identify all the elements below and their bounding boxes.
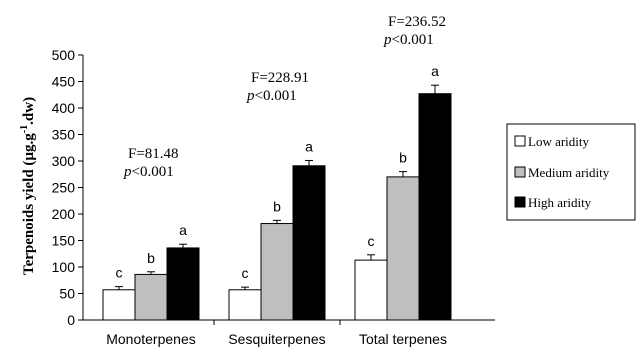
bar bbox=[418, 93, 452, 321]
significance-letter: a bbox=[305, 138, 313, 154]
x-axis: Monoterpenes Sesquiterpenes Total terpenes bbox=[83, 319, 495, 347]
bar bbox=[354, 259, 388, 321]
significance-letter: c bbox=[116, 265, 123, 281]
x-category-label: Monoterpenes bbox=[106, 331, 196, 347]
bar bbox=[228, 289, 262, 321]
legend-swatch bbox=[514, 135, 526, 147]
bar bbox=[102, 289, 136, 321]
y-tick-label: 400 bbox=[52, 100, 76, 116]
legend-label: Medium aridity bbox=[528, 165, 610, 180]
significance-letter: a bbox=[179, 222, 187, 238]
legend-swatch bbox=[514, 166, 526, 178]
bar bbox=[386, 176, 420, 321]
significance-letter: a bbox=[431, 63, 439, 79]
significance-letter: c bbox=[368, 233, 375, 249]
legend-swatch bbox=[514, 196, 526, 208]
bar bbox=[260, 223, 294, 321]
legend-box bbox=[506, 123, 636, 221]
bar bbox=[292, 165, 326, 321]
y-tick-label: 300 bbox=[52, 153, 76, 169]
y-tick-label: 150 bbox=[52, 233, 76, 249]
legend: Low aridity Medium aridity High aridity bbox=[506, 123, 636, 221]
y-tick-label: 250 bbox=[52, 180, 76, 196]
p-value: p<0.001 bbox=[123, 164, 174, 180]
y-tick-label: 500 bbox=[52, 47, 76, 63]
p-value: p<0.001 bbox=[246, 88, 297, 104]
y-tick-label: 100 bbox=[52, 259, 76, 275]
y-tick-label: 0 bbox=[67, 312, 75, 328]
y-tick-label: 50 bbox=[59, 286, 75, 302]
y-tick-label: 200 bbox=[52, 206, 76, 222]
f-statistic: F=236.52 bbox=[388, 14, 446, 30]
f-statistic: F=228.91 bbox=[251, 70, 309, 86]
significance-letter: c bbox=[242, 265, 249, 281]
y-axis: 0 50 100 150 200 250 300 350 400 450 500 bbox=[52, 47, 84, 328]
y-tick-label: 450 bbox=[52, 74, 76, 90]
y-axis-label: Terpenoids yield (µg.g-1.dw) bbox=[19, 97, 37, 275]
anova-annotations: F=81.48 p<0.001 F=228.91 p<0.001 F=236.52 p<0… bbox=[123, 14, 446, 180]
legend-label: High aridity bbox=[528, 195, 592, 210]
significance-letter: b bbox=[399, 150, 407, 166]
x-category-label: Sesquiterpenes bbox=[228, 331, 325, 347]
y-tick-label: 350 bbox=[52, 127, 76, 143]
bar bbox=[166, 247, 200, 321]
legend-label: Low aridity bbox=[528, 134, 590, 149]
significance-letter: b bbox=[147, 250, 155, 266]
x-category-label: Total terpenes bbox=[359, 331, 447, 347]
f-statistic: F=81.48 bbox=[128, 146, 179, 162]
bar bbox=[134, 273, 168, 321]
significance-letter: b bbox=[273, 198, 281, 214]
p-value: p<0.001 bbox=[383, 32, 434, 48]
